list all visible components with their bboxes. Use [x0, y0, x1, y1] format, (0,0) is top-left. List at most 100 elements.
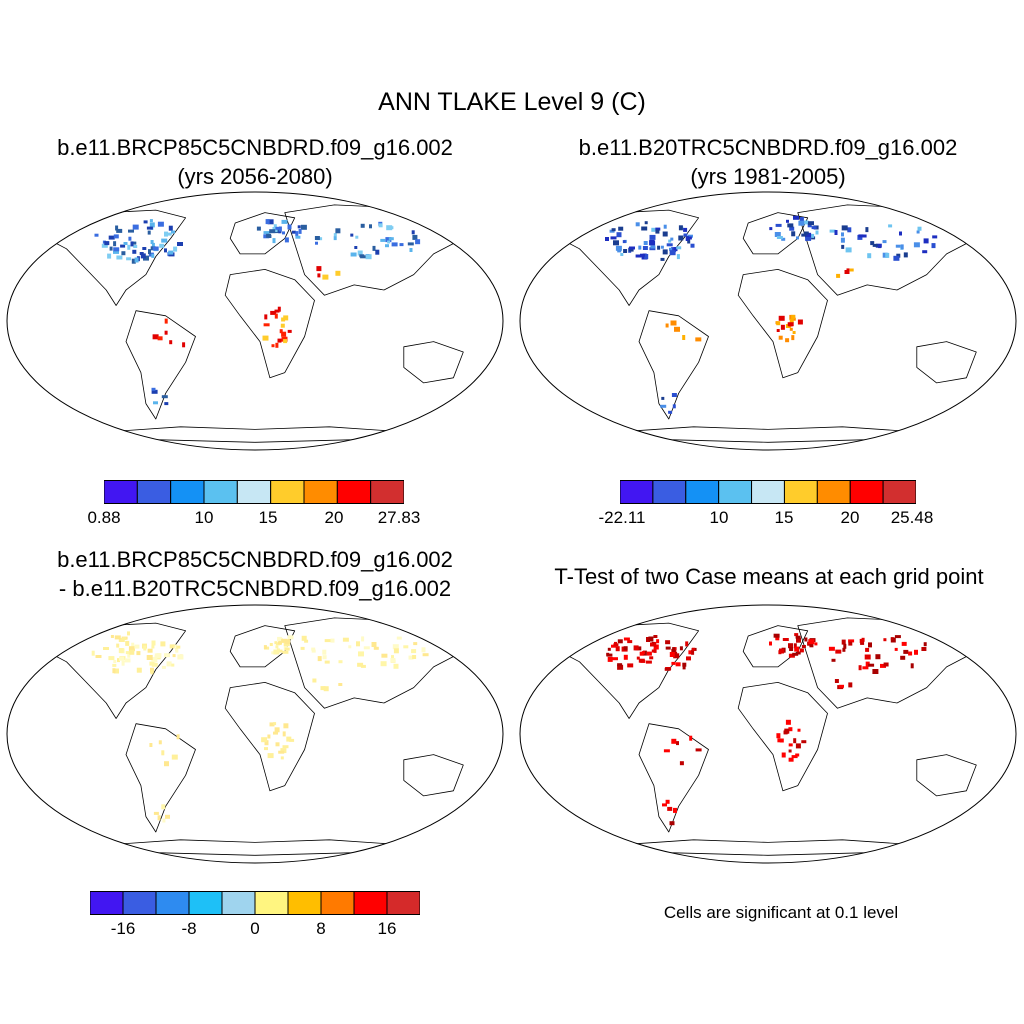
lake-cell: [291, 230, 296, 234]
lake-cell: [674, 326, 680, 332]
lake-cell: [787, 223, 794, 228]
lake-cell: [899, 231, 902, 236]
lake-cell: [150, 670, 154, 675]
lake-cell: [894, 647, 898, 651]
lake-cell: [171, 230, 175, 234]
continent-outline-australia: [916, 754, 977, 797]
lake-cell: [620, 253, 624, 256]
lake-cell: [794, 633, 799, 637]
colorbar-box: [203, 480, 238, 504]
lake-cell: [161, 238, 168, 243]
lake-cell: [289, 738, 295, 742]
lake-cell: [665, 799, 670, 804]
lake-cell: [799, 648, 804, 653]
lake-cell: [153, 401, 158, 405]
colorbar-box: [155, 891, 190, 915]
lake-cell: [159, 243, 165, 248]
lake-cell: [882, 240, 887, 244]
lake-cell: [136, 667, 142, 673]
colorbar-box: [685, 480, 720, 504]
lake-cell: [172, 654, 176, 658]
lake-cell: [932, 235, 938, 239]
lake-cell: [671, 393, 677, 397]
colorbar-label: 25.48: [890, 508, 934, 527]
lake-cell: [124, 658, 131, 663]
lake-cell: [617, 664, 624, 670]
colorbar-box: [849, 480, 884, 504]
lake-cell: [182, 342, 186, 348]
lake-cell: [661, 396, 665, 400]
lake-cell: [840, 237, 845, 243]
lake-cell: [685, 236, 689, 241]
lake-cell: [165, 814, 170, 819]
lake-cell: [350, 233, 354, 237]
lake-cell: [776, 733, 781, 739]
lake-cell: [642, 246, 648, 250]
colorbar-label: -22.11: [598, 508, 646, 527]
lake-cell: [361, 636, 365, 642]
lake-cell: [392, 644, 399, 650]
lake-cell: [391, 242, 398, 247]
lake-cell: [147, 648, 153, 653]
lake-cell: [407, 242, 414, 246]
lake-cell: [363, 646, 370, 650]
continent-outline-antarctica: [618, 839, 918, 856]
lake-cell: [642, 650, 647, 656]
colorbar-box: [122, 891, 157, 915]
lake-cell: [151, 242, 155, 248]
lake-cell: [278, 226, 282, 232]
lake-cell: [104, 241, 110, 246]
lake-cell: [146, 226, 153, 230]
lake-cell: [380, 238, 386, 242]
lake-cell: [378, 223, 383, 228]
lake-cell: [262, 335, 269, 341]
lake-cell: [369, 224, 372, 229]
lake-cell: [333, 236, 337, 241]
lake-cell: [256, 226, 261, 231]
colorbar-label: 20: [324, 508, 344, 527]
lake-cell: [157, 221, 164, 227]
figure-title: ANN TLAKE Level 9 (C): [378, 88, 646, 116]
lake-cell: [645, 660, 652, 664]
lake-cell: [297, 225, 301, 229]
lake-cell: [673, 807, 677, 813]
lake-cell: [284, 647, 290, 651]
colorbar-label: 16: [377, 919, 397, 938]
lake-cell: [815, 230, 819, 235]
lake-cell: [113, 250, 119, 254]
lake-cell: [375, 249, 380, 255]
lake-cell: [779, 738, 784, 743]
colorbar-box: [320, 891, 355, 915]
lake-cell: [360, 223, 365, 228]
lake-cell: [922, 250, 928, 254]
lake-cell: [274, 313, 278, 319]
lake-cell: [618, 226, 624, 231]
lake-cell: [803, 231, 809, 235]
lake-cell: [795, 743, 801, 749]
lake-cell: [143, 220, 148, 224]
lake-cell: [607, 656, 613, 662]
continent-outline-europe: [742, 212, 809, 255]
lake-cell: [773, 633, 780, 638]
lake-cell: [335, 228, 341, 234]
lake-cell: [177, 654, 184, 660]
lake-cell: [365, 254, 372, 260]
lake-cell: [814, 642, 818, 646]
lake-cell: [273, 649, 280, 655]
lake-cell: [841, 244, 845, 249]
continent-outline-southAmerica: [125, 310, 196, 420]
lake-cell: [841, 639, 846, 645]
lake-cell: [921, 647, 927, 651]
lake-cell: [913, 242, 920, 248]
lake-cell: [679, 761, 684, 766]
lake-cell: [769, 227, 773, 231]
lake-cell: [312, 678, 317, 683]
lake-cell: [657, 245, 661, 250]
lake-cell: [275, 342, 279, 348]
lake-cell: [399, 243, 404, 247]
panel-title-case2: b.e11.B20TRC5CNBDRD.f09_g16.002 (yrs 198…: [523, 133, 1013, 191]
colorbar-box: [783, 480, 818, 504]
lake-cell: [125, 640, 130, 646]
lake-cell: [875, 243, 882, 248]
lake-cell: [900, 244, 904, 250]
